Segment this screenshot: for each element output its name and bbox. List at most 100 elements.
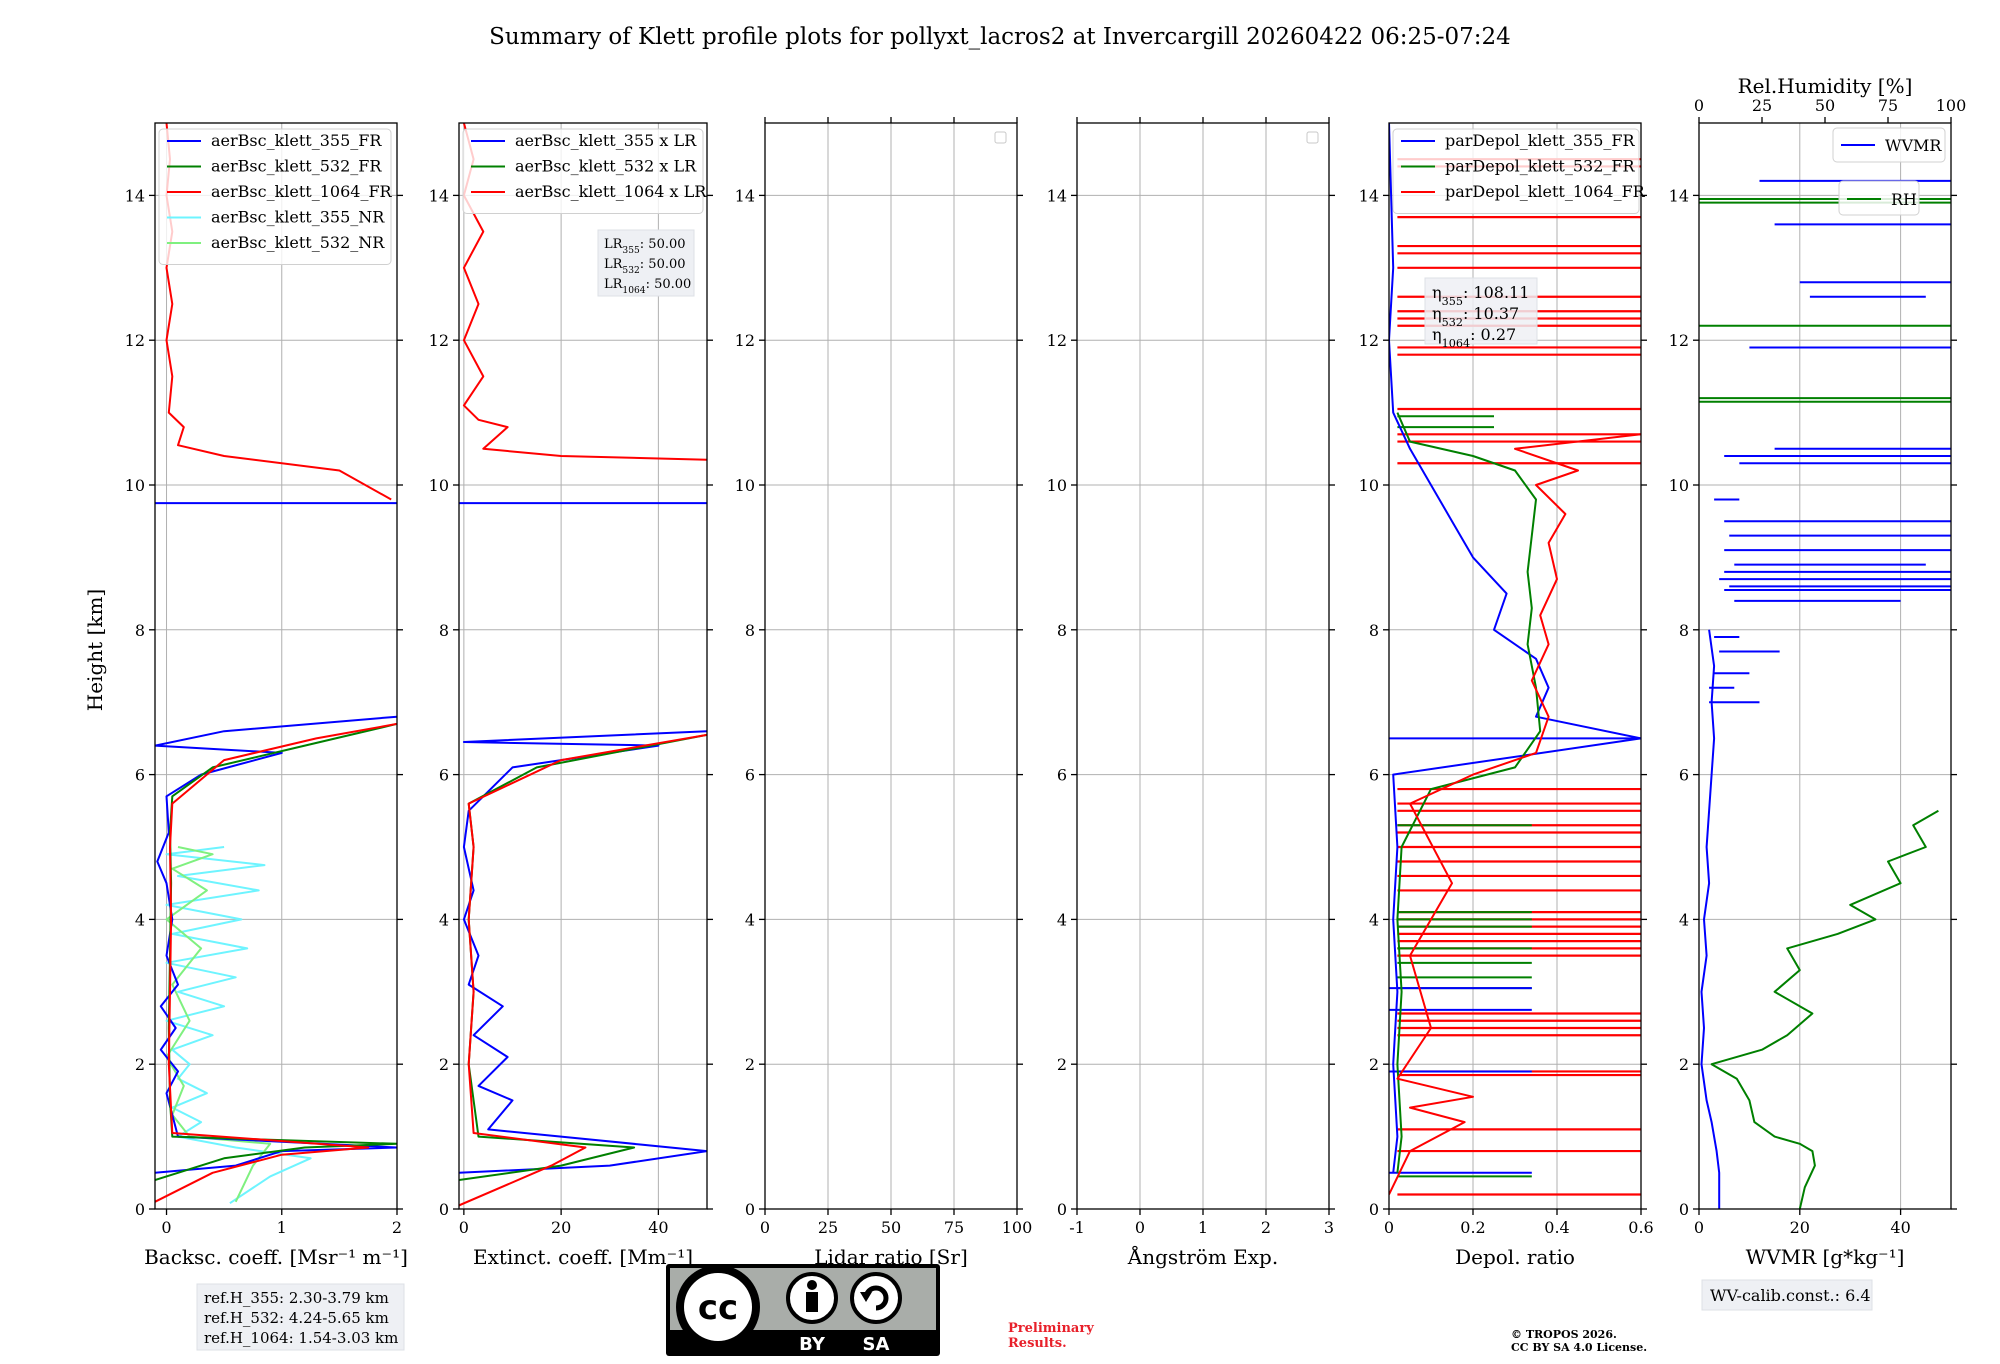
y-tick-label: 6 — [745, 766, 755, 785]
preliminary-line-1: Preliminary — [1008, 1321, 1094, 1336]
sa-share-icon — [850, 1272, 902, 1324]
x-tick-label: 20 — [551, 1218, 571, 1237]
y-tick-label: 0 — [439, 1200, 449, 1219]
y-tick-label: 10 — [735, 476, 755, 495]
legend-label: parDepol_klett_1064_FR — [1445, 182, 1646, 201]
y-tick-label: 6 — [1057, 766, 1067, 785]
y-tick-label: 2 — [1679, 1055, 1689, 1074]
y-tick-label: 12 — [125, 331, 145, 350]
y-tick-label: 12 — [735, 331, 755, 350]
x-axis-label: Extinct. coeff. [Mm⁻¹] — [473, 1245, 693, 1269]
series-wvmr — [1700, 629, 1721, 1209]
x-axis-label: Backsc. coeff. [Msr⁻¹ m⁻¹] — [144, 1245, 408, 1269]
x-tick-label: 2 — [1261, 1218, 1271, 1237]
panel-wv: 0 2 4 6 8 10 12 14 0 20 40 WVMR [g*kg⁻¹] 0 25 50 75 100 R… — [1669, 74, 1967, 1311]
series-aerbsc-klett-532-x-lr — [459, 733, 707, 1181]
x-axis-label: WVMR [g*kg⁻¹] — [1746, 1245, 1905, 1269]
series-pardepol-klett-1064-fr — [1389, 433, 1641, 1195]
x-tick-label: 1 — [277, 1218, 287, 1237]
x-tick-label: 0 — [1135, 1218, 1145, 1237]
legend-label: aerBsc_klett_532_NR — [211, 233, 385, 252]
figure-title: Summary of Klett profile plots for polly… — [489, 24, 1511, 50]
reference-height-box: ref.H_355: 2.30-3.79 km ref.H_532: 4.24-… — [196, 1283, 405, 1351]
y-tick-label: 8 — [135, 621, 145, 640]
y-tick-label: 10 — [125, 476, 145, 495]
x-tick-label: 25 — [818, 1218, 838, 1237]
series-aerbsc-klett-1064-x-lr — [459, 733, 707, 1207]
cc-by-sa-badge: cc BY SA — [666, 1264, 940, 1356]
data-layer — [1389, 123, 1641, 1196]
y-tick-label: 6 — [1369, 766, 1379, 785]
x-axis-label: Ångström Exp. — [1127, 1244, 1278, 1269]
lr-text: LR1064: 50.00 — [604, 277, 691, 296]
y-tick-label: 10 — [1359, 476, 1379, 495]
x-tick-label: 0 — [760, 1218, 770, 1237]
legend-label: aerBsc_klett_1064 x LR — [515, 182, 707, 201]
y-tick-label: 12 — [1359, 331, 1379, 350]
calib-frame — [1701, 1279, 1873, 1311]
x-tick-label: 0.2 — [1460, 1218, 1485, 1237]
y-tick-label: 12 — [1669, 331, 1689, 350]
axes-frame — [1388, 122, 1642, 1210]
y-tick-label: 4 — [745, 910, 755, 929]
x-tick-label: -1 — [1069, 1218, 1085, 1237]
y-tick-label: 4 — [1679, 910, 1689, 929]
top-x-tick-label: 25 — [1752, 96, 1772, 115]
x-tick-label: 0 — [1694, 1218, 1704, 1237]
y-tick-label: 10 — [429, 476, 449, 495]
legend-label: aerBsc_klett_355_NR — [211, 208, 385, 227]
x-tick-label: 0 — [459, 1218, 469, 1237]
y-tick-label: 2 — [1369, 1055, 1379, 1074]
x-tick-label: 1 — [1198, 1218, 1208, 1237]
x-tick-label: 40 — [648, 1218, 668, 1237]
legend-frame-wvmr — [1832, 127, 1946, 163]
y-tick-label: 10 — [1047, 476, 1067, 495]
empty-legend — [994, 131, 1007, 144]
top-x-tick-label: 100 — [1936, 96, 1967, 115]
eta-text: η355: 108.11 — [1432, 283, 1529, 308]
y-tick-label: 14 — [125, 186, 145, 205]
y-tick-label: 8 — [745, 621, 755, 640]
y-tick-label: 6 — [135, 766, 145, 785]
y-tick-label: 8 — [1679, 621, 1689, 640]
y-tick-label: 14 — [1359, 186, 1379, 205]
y-tick-label: 8 — [439, 621, 449, 640]
top-x-tick-label: 50 — [1815, 96, 1835, 115]
legend: parDepol_klett_355_FR parDepol_klett_532_… — [1392, 128, 1646, 214]
y-tick-label: 8 — [1057, 621, 1067, 640]
x-tick-label: 20 — [1790, 1218, 1810, 1237]
y-tick-label: 2 — [135, 1055, 145, 1074]
top-x-axis-label: Rel.Humidity [%] — [1738, 74, 1913, 98]
x-tick-label: 0.4 — [1544, 1218, 1569, 1237]
series-rh — [1710, 809, 1939, 1209]
legend-label: parDepol_klett_532_FR — [1445, 157, 1636, 176]
x-tick-label: 2 — [392, 1218, 402, 1237]
legend-frame — [1392, 128, 1640, 214]
y-tick-label: 4 — [1369, 910, 1379, 929]
cc-logo-text: cc — [698, 1288, 738, 1328]
y-tick-label: 8 — [1369, 621, 1379, 640]
top-x-tick-label: 75 — [1878, 96, 1898, 115]
y-tick-label: 0 — [1057, 1200, 1067, 1219]
legend-frame — [158, 128, 392, 265]
lr-text: LR355: 50.00 — [604, 237, 686, 256]
axes-frame — [1698, 122, 1952, 1210]
copyright-line-2: CC BY SA 4.0 License. — [1511, 1341, 1647, 1354]
y-tick-label: 0 — [135, 1200, 145, 1219]
copyright-line-1: © TROPOS 2026. — [1511, 1328, 1617, 1341]
series-aerbsc-klett-1064-fr — [155, 722, 397, 1203]
wv-calib-text: WV-calib.const.: 6.4 — [1710, 1286, 1871, 1305]
legend-label: aerBsc_klett_532_FR — [211, 157, 382, 176]
y-tick-label: 14 — [735, 186, 755, 205]
y-tick-label: 6 — [1679, 766, 1689, 785]
series-aerbsc-klett-355-fr — [155, 715, 397, 1174]
y-tick-label: 0 — [1369, 1200, 1379, 1219]
y-tick-label: 6 — [439, 766, 449, 785]
x-tick-label: 0 — [1384, 1218, 1394, 1237]
x-axis-label: Depol. ratio — [1455, 1245, 1575, 1269]
panel-depol: 0 2 4 6 8 10 12 14 0 0.2 0.4 0.6 Depol. ratio parDepo… — [1359, 122, 1654, 1269]
ref-h-355: ref.H_355: 2.30-3.79 km — [204, 1289, 389, 1307]
